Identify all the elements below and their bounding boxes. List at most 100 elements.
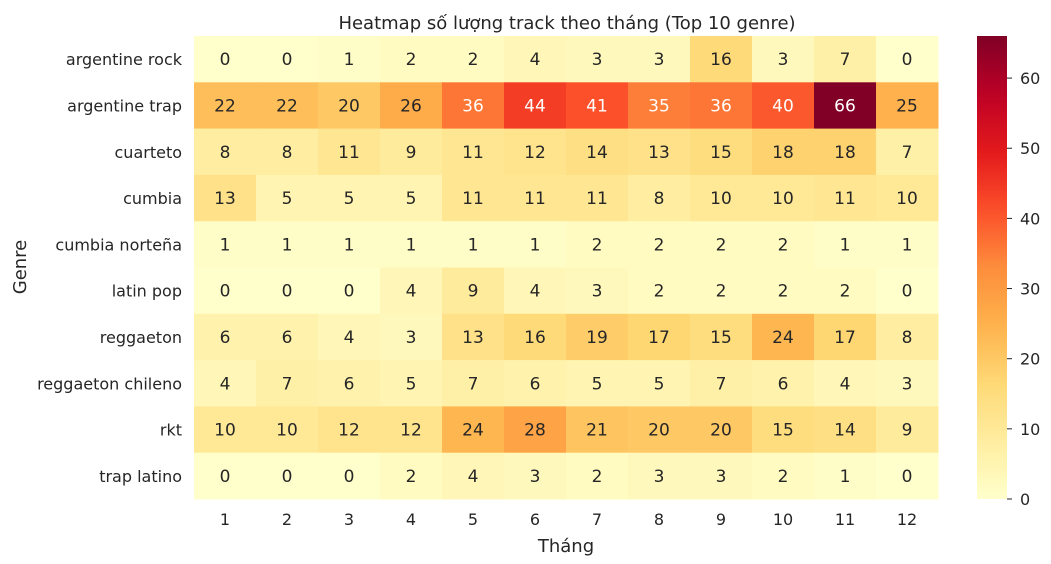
heatmap-cell <box>876 267 939 315</box>
cell-value-label: 13 <box>462 328 484 348</box>
cell-value-label: 7 <box>902 143 913 163</box>
heatmap-cell <box>442 360 505 407</box>
heatmap-cell <box>318 221 381 268</box>
cell-value-label: 7 <box>468 374 479 394</box>
heatmap-cell <box>504 313 567 361</box>
heatmap-cell <box>752 82 815 130</box>
cell-value-label: 22 <box>276 96 298 116</box>
cell-value-label: 6 <box>778 374 789 394</box>
heatmap-cell <box>876 174 939 222</box>
heatmap-cell <box>318 360 381 407</box>
cell-value-label: 2 <box>778 235 789 255</box>
heatmap-cell <box>690 313 753 361</box>
heatmap-cell <box>814 174 877 222</box>
cell-value-label: 5 <box>406 374 417 394</box>
heatmap-cell <box>442 36 505 83</box>
heatmap-cell <box>380 313 443 361</box>
heatmap-cell <box>566 221 629 268</box>
cell-value-label: 4 <box>406 282 417 302</box>
heatmap-cell <box>194 452 257 500</box>
heatmap-cell <box>256 313 319 361</box>
y-tick-label: reggaeton chileno <box>37 374 182 393</box>
heatmap-cell <box>628 313 691 361</box>
cell-value-label: 24 <box>462 421 484 441</box>
cell-value-label: 1 <box>468 235 479 255</box>
cell-value-label: 2 <box>716 282 727 302</box>
heatmap-cell <box>876 128 939 176</box>
heatmap-cell <box>256 174 319 222</box>
x-tick-label: 9 <box>716 510 726 529</box>
cell-value-label: 28 <box>524 421 546 441</box>
heatmap-cell <box>380 36 443 83</box>
heatmap-cell-labels: 0 0 1 2 2 4 3 3 16 3 7 022 22 20 26 36 44 41 35 36 40 66 258 8 1… <box>214 50 918 487</box>
cell-value-label: 0 <box>282 467 293 487</box>
cell-value-label: 11 <box>338 143 360 163</box>
colorbar-tick-label: 20 <box>1020 350 1040 369</box>
heatmap-cell <box>194 36 257 83</box>
heatmap-cell <box>814 313 877 361</box>
heatmap-cell <box>752 174 815 222</box>
cell-value-label: 0 <box>902 50 913 70</box>
cell-value-label: 18 <box>834 143 856 163</box>
cell-value-label: 11 <box>586 189 608 209</box>
heatmap-cell <box>814 82 877 130</box>
heatmap-cell <box>318 452 381 500</box>
cell-value-label: 3 <box>716 467 727 487</box>
heatmap-cell <box>628 360 691 407</box>
cell-value-label: 3 <box>530 467 541 487</box>
colorbar-gradient <box>977 36 1007 499</box>
cell-value-label: 1 <box>344 50 355 70</box>
heatmap-cell <box>628 267 691 315</box>
cell-value-label: 9 <box>468 282 479 302</box>
cell-value-label: 14 <box>586 143 608 163</box>
heatmap-cells <box>194 36 939 500</box>
cell-value-label: 4 <box>468 467 479 487</box>
heatmap-cell <box>504 452 567 500</box>
cell-value-label: 10 <box>710 189 732 209</box>
cell-value-label: 4 <box>220 374 231 394</box>
heatmap-cell <box>256 267 319 315</box>
cell-value-label: 2 <box>840 282 851 302</box>
heatmap-cell <box>752 128 815 176</box>
heatmap-cell <box>442 174 505 222</box>
heatmap-cell <box>690 128 753 176</box>
heatmap-cell <box>380 128 443 176</box>
cell-value-label: 6 <box>344 374 355 394</box>
cell-value-label: 40 <box>772 96 794 116</box>
cell-value-label: 20 <box>648 421 670 441</box>
cell-value-label: 3 <box>592 282 603 302</box>
heatmap-cell <box>814 221 877 268</box>
heatmap-cell <box>442 82 505 130</box>
heatmap-cell <box>752 221 815 268</box>
cell-value-label: 10 <box>276 421 298 441</box>
cell-value-label: 66 <box>834 96 856 116</box>
y-tick-label: trap latino <box>99 467 182 486</box>
heatmap-cell <box>380 82 443 130</box>
heatmap-cell <box>566 452 629 500</box>
heatmap-cell <box>814 452 877 500</box>
cell-value-label: 4 <box>344 328 355 348</box>
heatmap-cell <box>628 452 691 500</box>
cell-value-label: 24 <box>772 328 794 348</box>
heatmap-cell <box>628 36 691 83</box>
cell-value-label: 10 <box>896 189 918 209</box>
heatmap-cell <box>504 221 567 268</box>
cell-value-label: 1 <box>406 235 417 255</box>
cell-value-label: 4 <box>530 50 541 70</box>
y-tick-label: cumbia <box>123 189 182 208</box>
cell-value-label: 25 <box>896 96 918 116</box>
cell-value-label: 13 <box>648 143 670 163</box>
cell-value-label: 2 <box>592 235 603 255</box>
cell-value-label: 0 <box>282 282 293 302</box>
cell-value-label: 1 <box>344 235 355 255</box>
heatmap-cell <box>318 36 381 83</box>
heatmap-cell <box>566 128 629 176</box>
heatmap-cell <box>690 82 753 130</box>
x-tick-label: 2 <box>282 510 292 529</box>
cell-value-label: 2 <box>716 235 727 255</box>
heatmap-cell <box>504 36 567 83</box>
heatmap-cell <box>318 128 381 176</box>
heatmap-cell <box>380 406 443 454</box>
cell-value-label: 2 <box>592 467 603 487</box>
cell-value-label: 11 <box>462 189 484 209</box>
